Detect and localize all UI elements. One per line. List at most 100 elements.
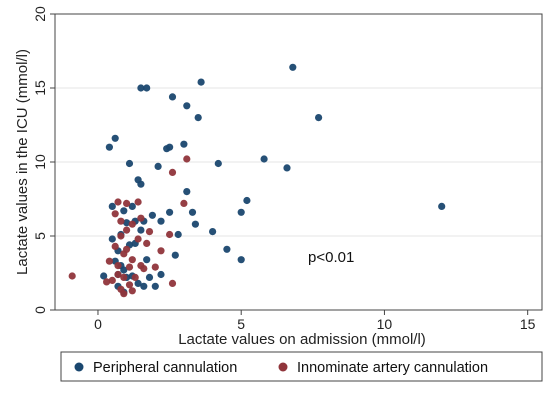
innominate-point bbox=[123, 226, 131, 234]
innominate-point bbox=[143, 239, 151, 247]
innominate-point bbox=[117, 232, 125, 240]
x-axis-title: Lactate values on admission (mmol/l) bbox=[178, 331, 426, 348]
legend-label-innominate: Innominate artery cannulation bbox=[297, 360, 488, 376]
peripheral-point bbox=[137, 226, 145, 234]
peripheral-point bbox=[151, 282, 159, 290]
innominate-point bbox=[103, 278, 111, 286]
peripheral-point bbox=[123, 219, 131, 227]
innominate-point bbox=[108, 276, 116, 284]
innominate-point bbox=[137, 214, 145, 222]
innominate-point bbox=[68, 272, 76, 280]
innominate-point bbox=[128, 287, 136, 295]
innominate-point bbox=[180, 199, 188, 207]
peripheral-point bbox=[105, 143, 113, 151]
y-tick-label: 20 bbox=[32, 6, 48, 22]
y-tick-label: 5 bbox=[32, 232, 48, 240]
innominate-point bbox=[114, 270, 122, 279]
innominate-point bbox=[125, 281, 134, 289]
peripheral-point bbox=[438, 202, 446, 210]
peripheral-point bbox=[194, 114, 202, 122]
peripheral-point bbox=[111, 134, 119, 142]
peripheral-point bbox=[137, 180, 145, 188]
peripheral-point bbox=[128, 202, 136, 210]
legend-marker-peripheral bbox=[74, 362, 84, 372]
x-tick-label: 5 bbox=[237, 316, 245, 332]
peripheral-point bbox=[108, 235, 116, 243]
y-axis-title: Lactate values in the ICU (mmol/l) bbox=[14, 49, 31, 275]
peripheral-point bbox=[171, 251, 179, 259]
peripheral-point bbox=[183, 102, 191, 110]
x-tick-label: 10 bbox=[377, 316, 393, 332]
innominate-point bbox=[145, 228, 154, 236]
peripheral-point bbox=[168, 93, 177, 101]
innominate-point bbox=[123, 245, 131, 253]
p-value-annotation: p<0.01 bbox=[308, 249, 354, 266]
peripheral-point bbox=[223, 245, 231, 253]
peripheral-point bbox=[180, 140, 188, 148]
innominate-point bbox=[114, 198, 122, 206]
peripheral-point bbox=[137, 84, 145, 92]
innominate-point bbox=[128, 256, 136, 264]
peripheral-point bbox=[108, 202, 116, 210]
x-tick-label: 15 bbox=[520, 316, 536, 332]
peripheral-point bbox=[140, 282, 148, 290]
peripheral-point bbox=[166, 208, 174, 216]
peripheral-point bbox=[174, 230, 182, 239]
legend-marker-innominate bbox=[278, 362, 288, 372]
innominate-point bbox=[128, 220, 136, 228]
legend-label-peripheral: Peripheral cannulation bbox=[93, 360, 237, 376]
peripheral-point bbox=[243, 196, 251, 205]
peripheral-point bbox=[166, 143, 174, 151]
peripheral-point bbox=[125, 159, 134, 168]
peripheral-point bbox=[214, 159, 222, 168]
innominate-point bbox=[117, 217, 125, 225]
innominate-point bbox=[111, 210, 119, 218]
peripheral-point bbox=[143, 256, 151, 264]
peripheral-point bbox=[148, 211, 156, 219]
innominate-point bbox=[168, 168, 177, 176]
peripheral-point bbox=[120, 207, 128, 215]
innominate-point bbox=[168, 279, 177, 287]
innominate-point bbox=[134, 235, 142, 243]
innominate-point bbox=[120, 290, 128, 298]
peripheral-point bbox=[157, 217, 165, 225]
peripheral-point bbox=[197, 78, 205, 86]
data-points bbox=[68, 63, 446, 298]
innominate-point bbox=[123, 199, 131, 207]
innominate-point bbox=[111, 242, 119, 250]
peripheral-point bbox=[154, 162, 162, 170]
y-tick-label: 0 bbox=[32, 306, 48, 314]
innominate-point bbox=[105, 257, 113, 265]
innominate-point bbox=[157, 247, 165, 255]
peripheral-point bbox=[120, 266, 128, 274]
legend: Peripheral cannulation Innominate artery… bbox=[60, 351, 543, 382]
peripheral-point bbox=[188, 208, 197, 216]
peripheral-point bbox=[237, 256, 245, 264]
peripheral-point bbox=[209, 228, 217, 236]
x-tick-label: 0 bbox=[94, 316, 102, 332]
innominate-point bbox=[125, 263, 134, 271]
peripheral-point bbox=[183, 188, 191, 196]
innominate-point bbox=[134, 198, 142, 206]
peripheral-point bbox=[283, 164, 291, 172]
peripheral-point bbox=[100, 272, 108, 280]
peripheral-point bbox=[157, 270, 165, 279]
innominate-point bbox=[140, 265, 148, 273]
peripheral-point bbox=[260, 155, 268, 163]
innominate-point bbox=[120, 273, 128, 281]
peripheral-point bbox=[289, 63, 297, 71]
y-tick-label: 10 bbox=[32, 154, 48, 170]
peripheral-point bbox=[145, 273, 154, 281]
y-tick-label: 15 bbox=[32, 80, 48, 96]
peripheral-point bbox=[237, 208, 245, 216]
innominate-point bbox=[183, 155, 191, 163]
innominate-point bbox=[151, 263, 159, 271]
innominate-point bbox=[166, 230, 174, 239]
peripheral-point bbox=[143, 84, 151, 92]
axis-ticks: 0 5 10 15 20 0 5 10 15 bbox=[32, 6, 536, 332]
innominate-point bbox=[131, 273, 139, 281]
peripheral-point bbox=[134, 279, 142, 287]
